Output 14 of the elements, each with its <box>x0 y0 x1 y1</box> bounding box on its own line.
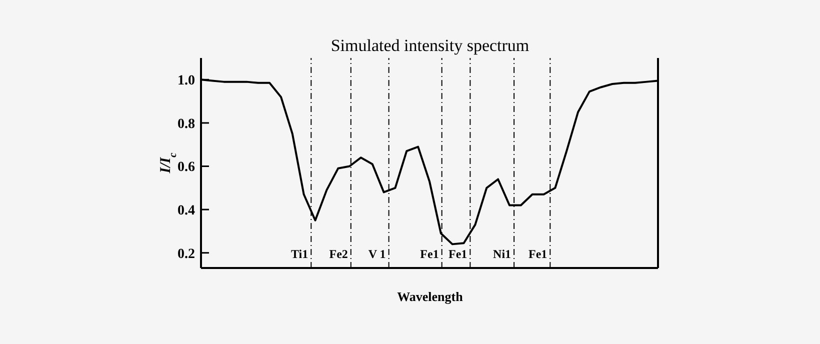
chart-title: Simulated intensity spectrum <box>330 36 530 55</box>
y-tick-label: 0.4 <box>178 204 195 219</box>
annotation: Fe1 <box>528 247 548 261</box>
annotation: V 1 <box>368 247 386 261</box>
y-tick-label: 0.8 <box>178 116 195 132</box>
y-tick-label: 0.2 <box>178 246 195 262</box>
x-axis-title: Wavelength <box>397 289 464 304</box>
annotation: Ti1 <box>291 247 308 261</box>
annotation: Fe2 <box>329 247 348 261</box>
y-tick-label: 0.6 <box>178 160 195 176</box>
annotation: Ni1 <box>493 247 512 261</box>
y-tick-label: 1.0 <box>178 74 195 89</box>
annotation: Fe1 <box>420 247 439 261</box>
annotation: Fe1 <box>448 247 468 261</box>
